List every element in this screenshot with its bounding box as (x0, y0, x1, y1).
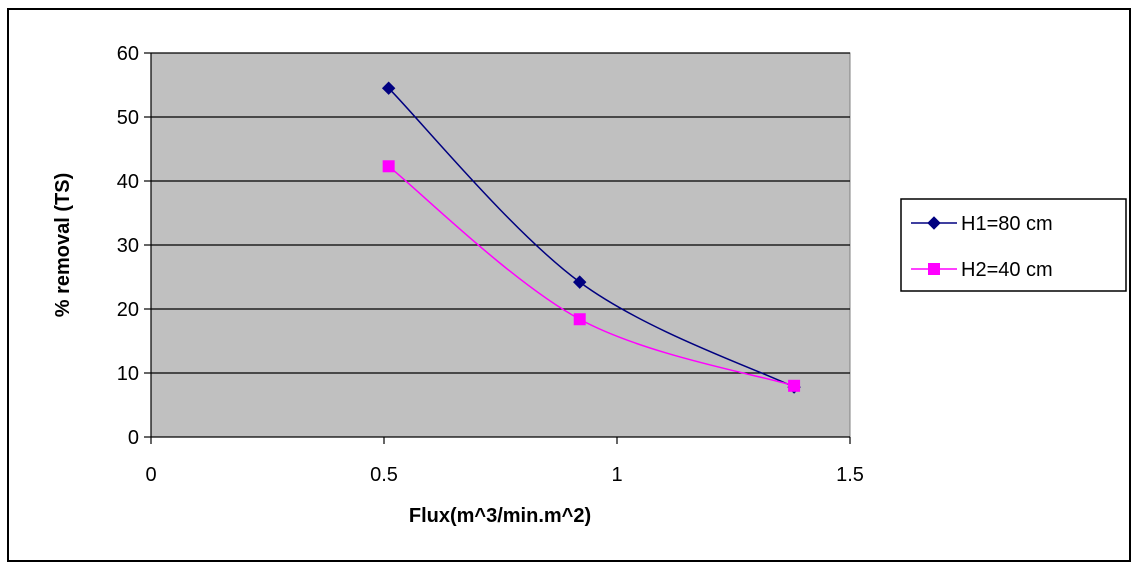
gridlines (151, 52, 850, 374)
series-2 (382, 160, 801, 392)
x-tick-label: 0 (145, 464, 156, 486)
x-tick-label: 1 (611, 464, 622, 486)
data-point-square (573, 313, 586, 326)
legend-swatch-marker (928, 263, 940, 275)
legend-label: H1=80 cm (961, 213, 1053, 235)
y-axis-title: % removal (TS) (52, 173, 74, 317)
y-tick-label: 30 (117, 235, 139, 257)
legend-box (900, 198, 1127, 292)
data-point-diamond (381, 81, 396, 95)
y-tick-label: 60 (117, 43, 139, 65)
y-tick-label: 50 (117, 107, 139, 129)
x-tick-label: 0.5 (370, 464, 398, 486)
y-tick-label: 40 (117, 171, 139, 193)
legend-swatch-marker (927, 216, 941, 230)
legend-entry: H2=40 cm (911, 259, 1053, 281)
y-tick-label: 10 (117, 363, 139, 385)
axes (144, 52, 851, 444)
data-point-square (382, 160, 395, 173)
y-tick-label: 0 (128, 427, 139, 449)
x-tick-label: 1.5 (836, 464, 864, 486)
series (381, 81, 801, 394)
legend: H1=80 cm H2=40 cm (900, 198, 1127, 292)
legend-entry: H1=80 cm (911, 213, 1053, 235)
data-point-square (788, 379, 801, 392)
x-axis-title: Flux(m^3/min.m^2) (409, 505, 591, 527)
data-point-diamond (573, 275, 587, 289)
legend-label: H2=40 cm (961, 259, 1053, 281)
tick-labels: 0 10 20 30 40 50 60 0 0.5 1 1.5 (117, 43, 864, 486)
y-tick-label: 20 (117, 299, 139, 321)
